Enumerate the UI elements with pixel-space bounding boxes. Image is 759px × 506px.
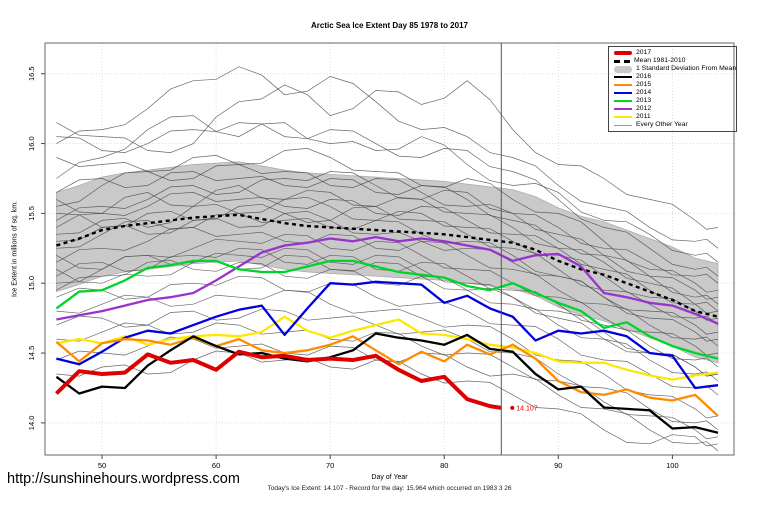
background-year-line [56, 322, 719, 440]
legend-swatch-icon [614, 65, 632, 73]
legend-item-2013: 2013 [609, 97, 736, 105]
legend-swatch-icon [614, 99, 632, 103]
background-year-line [56, 227, 719, 347]
legend-label: 2015 [636, 81, 652, 88]
url-watermark: http://sunshinehours.wordpress.com [7, 471, 240, 487]
background-year-line [56, 185, 719, 314]
legend-label: Every Other Year [636, 121, 688, 128]
legend-item-2016: 2016 [609, 73, 736, 81]
background-year-line [56, 336, 719, 452]
background-year-line [56, 115, 719, 263]
legend-box: 2017 Mean 1981-2010 1 Standard Deviation F… [608, 46, 737, 132]
background-year-line [56, 259, 719, 382]
series-line-2017 [55, 349, 502, 410]
y-tick-label: 14.0 [27, 416, 36, 431]
y-tick-label: 14.5 [27, 346, 36, 361]
legend-item-2015: 2015 [609, 81, 736, 89]
plot-border [44, 42, 735, 456]
series-line-2016 [55, 332, 719, 434]
legend-swatch-icon [614, 124, 632, 126]
stddev-band [56, 161, 719, 364]
y-axis-title: Ice Extent in millions of sq. km. [11, 200, 19, 298]
series-line-2014 [56, 280, 719, 390]
y-tick-label: 15.0 [27, 276, 36, 291]
x-axis-title: Day of Year [371, 474, 408, 481]
background-year-line [56, 275, 719, 396]
legend-swatch-icon [614, 59, 630, 63]
x-tick-label: 60 [212, 461, 220, 470]
series-line-2012 [56, 235, 719, 325]
y-tick-label: 16.5 [27, 66, 36, 81]
y-tick-label: 15.5 [27, 206, 36, 221]
legend-label: Mean 1981-2010 [634, 57, 686, 64]
legend-item-1-standard-deviation-from-mean: 1 Standard Deviation From Mean [609, 65, 736, 73]
x-tick-label: 90 [554, 461, 562, 470]
x-tick-label: 80 [440, 461, 448, 470]
background-year-line [56, 192, 719, 312]
series-line-2011 [56, 315, 719, 381]
legend-label: 2014 [636, 89, 652, 96]
background-year-line [56, 148, 719, 293]
series-line-2015 [55, 335, 719, 417]
legend-item-every-other-year: Every Other Year [609, 121, 736, 129]
x-tick-label: 50 [98, 461, 106, 470]
background-year-line [56, 171, 719, 284]
background-year-line [56, 80, 719, 230]
legend-label: 2016 [636, 73, 652, 80]
mean-line [56, 213, 719, 318]
annotation-dot [510, 405, 515, 410]
legend-item-2014: 2014 [609, 89, 736, 97]
x-tick-label: 70 [326, 461, 334, 470]
legend-swatch-icon [614, 51, 632, 55]
background-year-line [56, 66, 719, 249]
legend-item-2017: 2017 [609, 49, 736, 57]
background-year-line [56, 196, 719, 321]
background-year-line [56, 350, 719, 447]
background-year-line [56, 233, 719, 356]
background-year-line [56, 122, 719, 277]
y-tick-label: 16.0 [27, 136, 36, 151]
background-year-line [56, 203, 719, 326]
x-tick-label: 100 [666, 461, 679, 470]
legend-swatch-icon [614, 91, 632, 95]
legend-swatch-icon [614, 75, 632, 79]
legend-item-mean-1981-2010: Mean 1981-2010 [609, 57, 736, 65]
legend-label: 2017 [636, 49, 652, 56]
legend-item-2011: 2011 [609, 113, 736, 121]
legend-label: 2011 [636, 113, 651, 120]
background-year-line [56, 171, 719, 305]
background-year-line [56, 308, 719, 431]
series-line-2013 [55, 259, 719, 360]
legend-item-2012: 2012 [609, 105, 736, 113]
legend-swatch-icon [614, 107, 632, 111]
footnote-stats: Today's Ice Extent: 14.107 - Record for … [267, 485, 512, 492]
legend-label: 2012 [636, 105, 652, 112]
chart-title: Arctic Sea Ice Extent Day 85 1978 to 201… [311, 21, 468, 30]
legend-label: 2013 [636, 97, 652, 104]
background-year-line [56, 254, 719, 377]
background-year-line [56, 213, 719, 335]
legend-swatch-icon [614, 115, 632, 119]
background-year-line [56, 164, 719, 300]
legend-label: 1 Standard Deviation From Mean [636, 65, 737, 72]
legend-swatch-icon [614, 83, 632, 87]
annotation-label: 14.107 [516, 405, 538, 412]
